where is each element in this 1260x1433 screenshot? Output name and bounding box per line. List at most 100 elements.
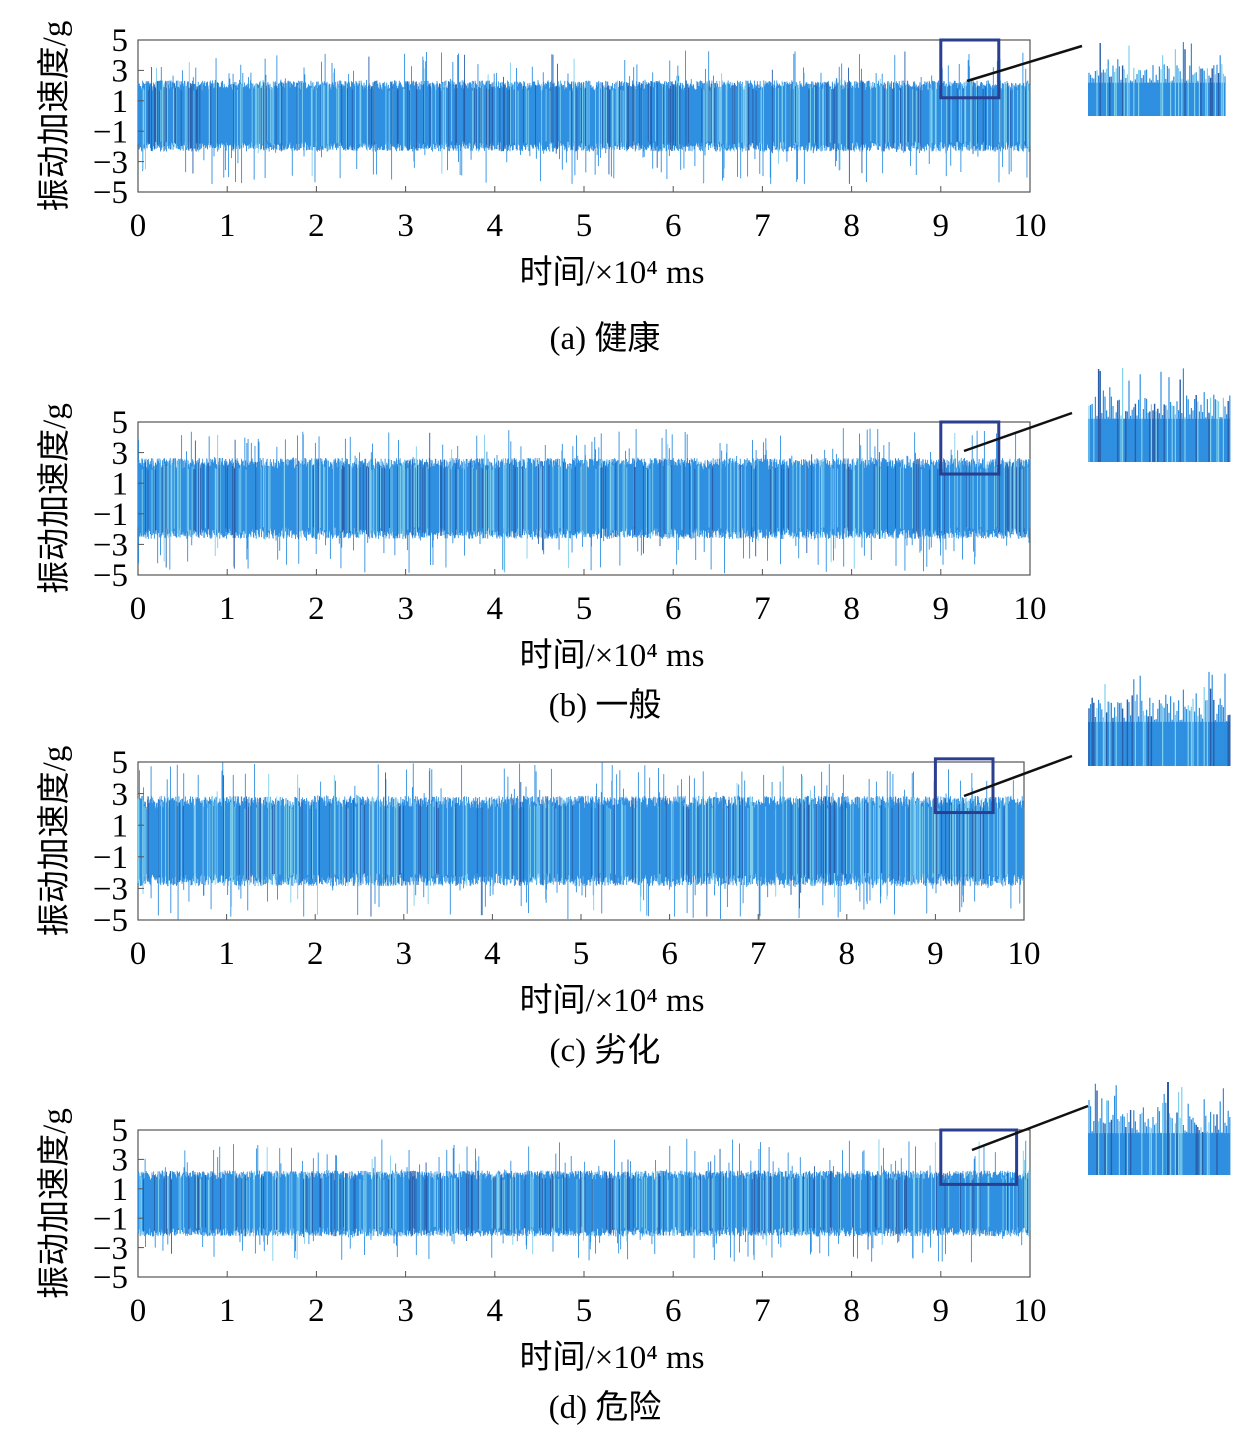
signal-trace-dark [147,51,1026,184]
x-tick-label: 2 [307,936,324,972]
x-tick-label: 8 [843,208,860,244]
x-tick-label: 9 [927,936,944,972]
y-tick-label: −1 [93,497,128,533]
x-axis-label: 时间/×10⁴ ms [519,983,704,1019]
y-tick-label: 1 [112,84,129,120]
x-tick-label: 10 [1008,936,1041,972]
panel-caption: (b) 一般 [549,687,662,724]
zoom-callout-line [963,754,1073,798]
x-tick-label: 6 [665,591,682,627]
x-tick-label: 8 [839,936,856,972]
x-tick-label: 6 [665,1293,682,1329]
y-tick-label: −3 [93,528,128,564]
signal-trace-dark [145,432,1025,569]
y-axis-label: 振动加速度/g [36,746,73,937]
x-tick-label: 0 [130,208,147,244]
x-tick-label: 1 [219,1293,236,1329]
y-tick-label: −5 [93,175,128,211]
x-tick-label: 7 [754,208,771,244]
y-tick-label: −5 [93,558,128,594]
x-tick-label: 3 [397,1293,414,1329]
y-tick-label: 1 [112,466,129,502]
x-tick-label: 1 [219,208,236,244]
panel-caption: (d) 危险 [549,1389,662,1426]
zoom-callout-line [971,1104,1089,1152]
zoom-inset-trace-light [1096,45,1224,116]
y-axis-label: 振动加速度/g [36,1108,73,1299]
zoom-region-box [939,1128,1019,1186]
x-tick-label: 5 [573,936,590,972]
zoom-inset-trace [1088,42,1226,116]
signal-trace-light [137,765,1017,915]
y-tick-label: −5 [93,1260,128,1296]
x-tick-label: 10 [1014,208,1047,244]
panel-caption: (a) 健康 [550,320,661,357]
x-tick-label: 5 [576,591,593,627]
y-tick-label: 5 [112,23,129,59]
x-tick-label: 0 [130,591,147,627]
y-tick-label: −3 [93,145,128,181]
zoom-inset-trace-light [1088,368,1224,462]
zoom-inset [1088,671,1231,766]
x-tick-label: 10 [1014,1293,1047,1329]
x-tick-label: 9 [933,208,950,244]
x-tick-label: 0 [130,1293,147,1329]
y-tick-label: 3 [112,777,129,813]
zoom-inset-trace [1088,1083,1231,1175]
y-tick-label: 3 [112,436,129,472]
x-tick-label: 8 [843,1293,860,1329]
x-axis-label: 时间/×10⁴ ms [519,255,704,291]
y-tick-label: 1 [112,808,129,844]
signal-trace-dark [147,772,1005,917]
y-axis-label: 振动加速度/g [36,21,73,212]
zoom-region-box [939,420,1001,476]
y-tick-label: 3 [112,1143,129,1179]
x-tick-label: 3 [397,591,414,627]
y-tick-label: −1 [93,840,128,876]
x-axis-label: 时间/×10⁴ ms [519,638,704,674]
zoom-inset-trace [1090,368,1231,462]
x-tick-label: 3 [397,208,414,244]
x-tick-label: 10 [1014,591,1047,627]
y-tick-label: −3 [93,1231,128,1267]
x-tick-label: 8 [843,591,860,627]
x-tick-label: 6 [661,936,678,972]
zoom-inset-trace [1090,671,1228,766]
x-tick-label: 1 [219,591,236,627]
y-tick-label: 3 [112,54,129,90]
zoom-inset-trace-dark [1099,43,1220,116]
x-tick-label: 5 [576,208,593,244]
zoom-inset-trace-dark [1097,369,1229,462]
x-tick-label: 4 [487,1293,504,1329]
zoom-inset-trace-light [1098,1087,1210,1175]
zoom-callout-line [966,44,1083,83]
y-tick-label: 1 [112,1172,129,1208]
y-tick-label: 5 [112,405,129,441]
x-tick-label: 4 [487,591,504,627]
y-axis-label: 振动加速度/g [36,403,73,594]
x-tick-label: 7 [754,591,771,627]
x-tick-label: 4 [487,208,504,244]
x-axis-label: 时间/×10⁴ ms [519,1340,704,1376]
x-tick-label: 2 [308,1293,325,1329]
x-tick-label: 0 [130,936,147,972]
x-tick-label: 5 [576,1293,593,1329]
x-tick-label: 2 [308,208,325,244]
x-tick-label: 7 [750,936,767,972]
x-tick-label: 3 [396,936,413,972]
y-tick-label: 5 [112,1113,129,1149]
y-tick-label: 5 [112,745,129,781]
panel-caption: (c) 劣化 [550,1032,661,1069]
zoom-inset [1088,42,1226,116]
signal-trace-dark [143,1148,1029,1257]
x-tick-label: 1 [218,936,235,972]
x-tick-label: 4 [484,936,501,972]
x-tick-label: 9 [933,591,950,627]
zoom-inset [1088,1082,1231,1175]
y-tick-label: −1 [93,1201,128,1237]
